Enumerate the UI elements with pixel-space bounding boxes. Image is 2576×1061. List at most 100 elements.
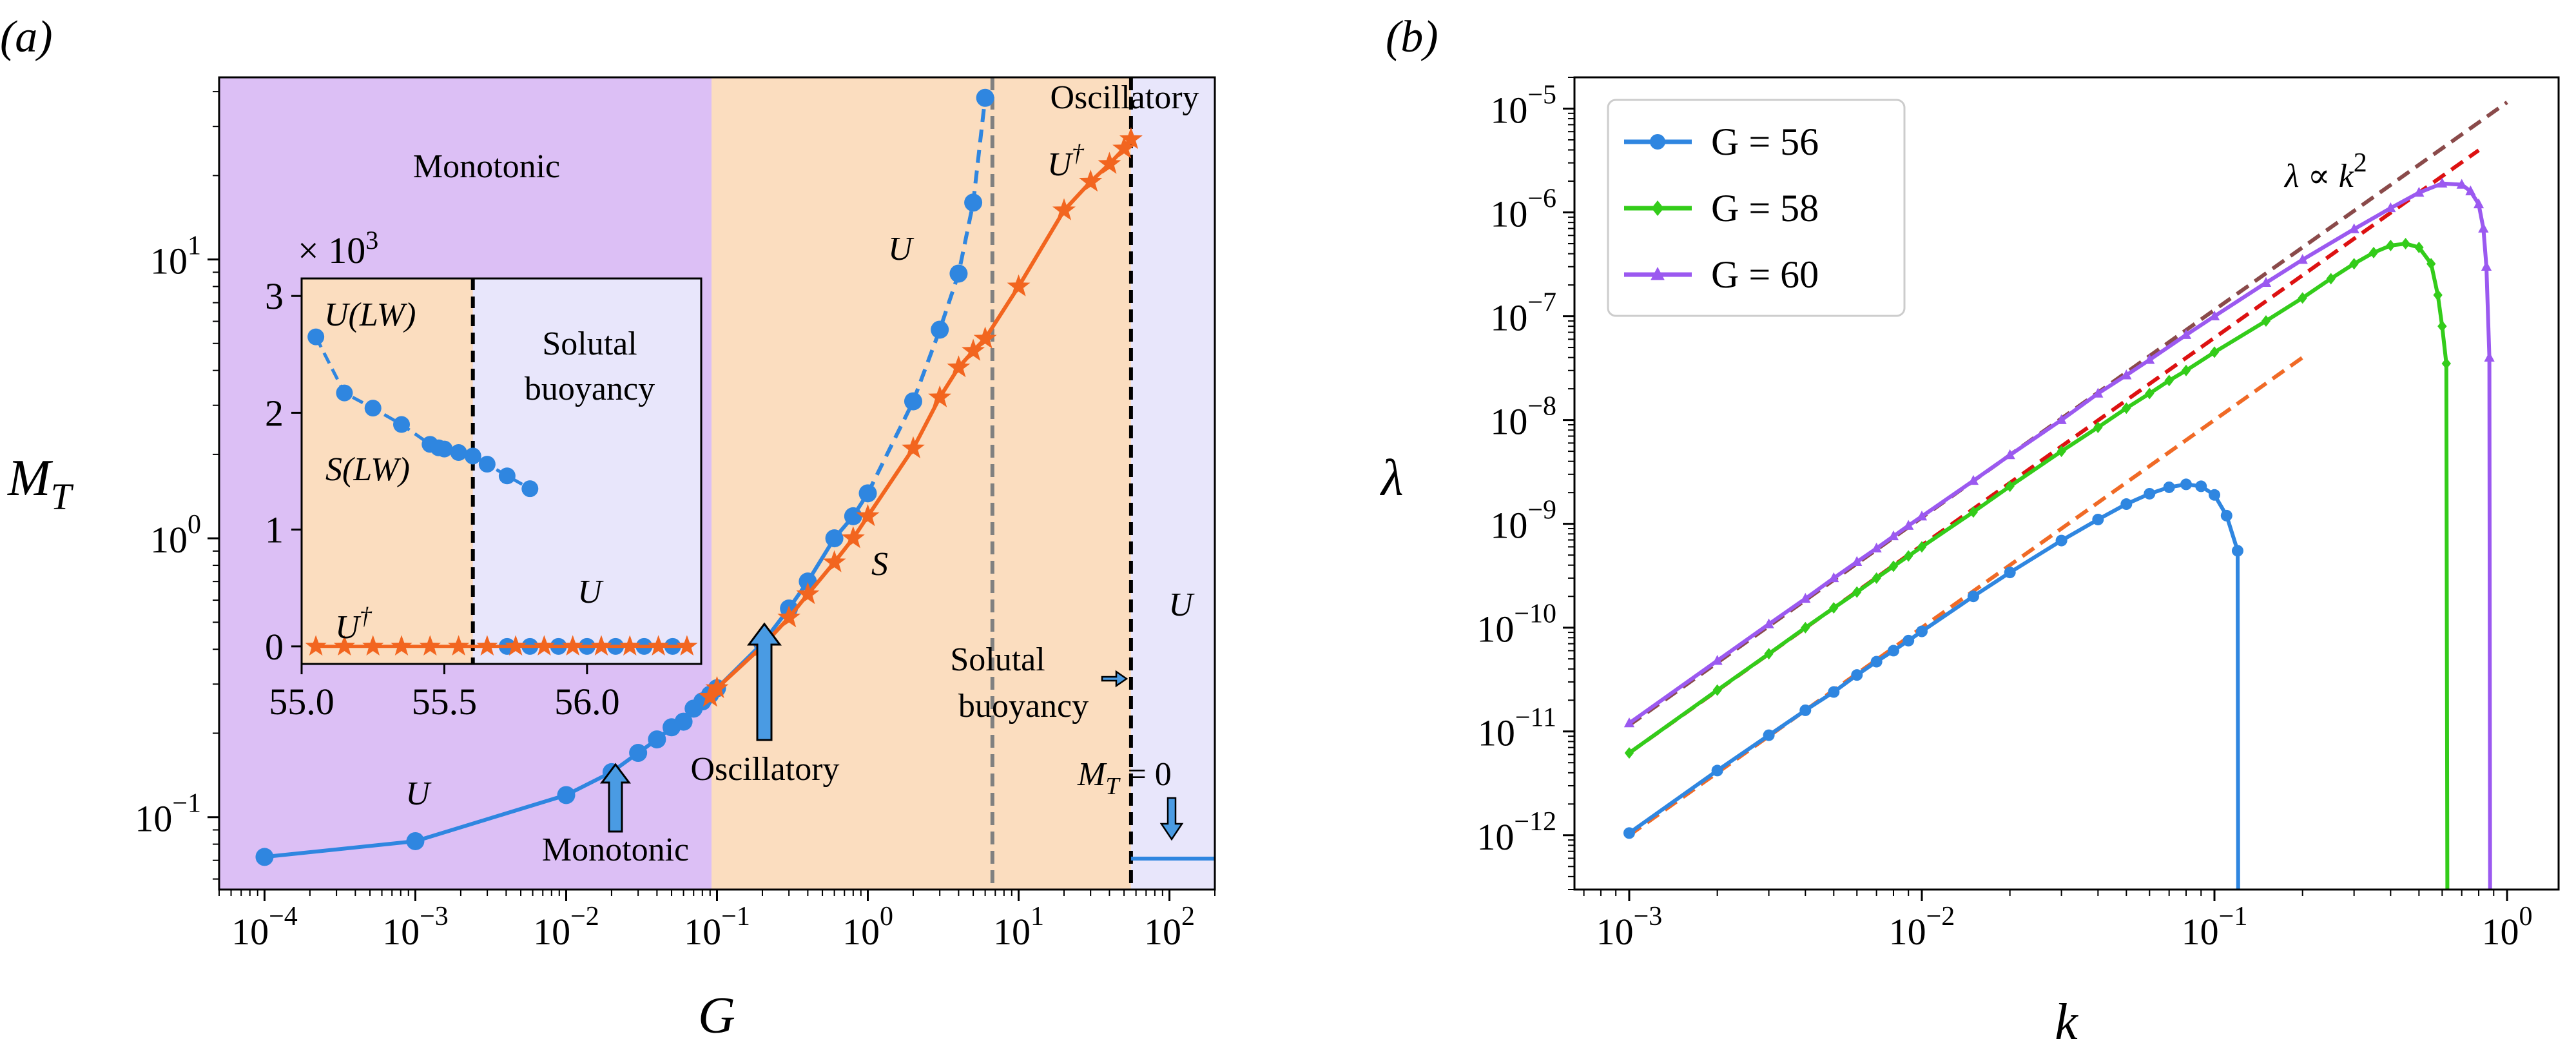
a-x-tick-label: 10−3 xyxy=(382,902,449,953)
legend-marker-2 xyxy=(1651,267,1665,280)
series-line-1 xyxy=(1628,241,2450,890)
series-point-1 xyxy=(1712,684,1722,696)
legend-marker-0 xyxy=(1650,134,1665,150)
series-point-0 xyxy=(2092,513,2104,525)
annotation-solutal-1: Solutal xyxy=(950,641,1045,678)
b-x-tick-label: 10−2 xyxy=(1889,902,1955,953)
series-point-1 xyxy=(2386,239,2396,251)
arrow-monotonic xyxy=(600,763,631,833)
b-x-tick-label: 100 xyxy=(2482,902,2533,953)
series-s-point xyxy=(705,676,729,698)
series-point-2 xyxy=(1712,655,1723,665)
series-point-2 xyxy=(2180,329,2192,339)
series-s-point xyxy=(856,504,880,527)
a-x-tick-label: 100 xyxy=(842,902,893,953)
a-x-tick-label: 102 xyxy=(1144,902,1195,953)
main-series xyxy=(255,88,1215,866)
series-u-point xyxy=(406,832,425,850)
series-point-0 xyxy=(2180,478,2193,491)
legend-label-g58: G = 58 xyxy=(1711,187,1819,229)
series-point-1 xyxy=(2368,246,2379,258)
inset-series-point xyxy=(476,635,498,656)
b-y-tick-label: 10−12 xyxy=(1477,807,1556,858)
annotation-u-mid: U xyxy=(888,231,915,268)
b-y-tick-label: 10−5 xyxy=(1490,80,1556,131)
series-point-1 xyxy=(2441,357,2451,369)
legend-items xyxy=(1624,134,1692,280)
series-point-2 xyxy=(2004,449,2015,460)
series-point-0 xyxy=(1763,729,1775,741)
series-point-2 xyxy=(1888,530,1899,541)
series-point-1 xyxy=(2349,258,2359,270)
series-point-1 xyxy=(1764,648,1774,660)
a-x-tick-label: 10−1 xyxy=(684,902,750,953)
series-point-2 xyxy=(1800,592,1811,603)
series-s-point xyxy=(777,605,801,628)
legend-label-g60: G = 60 xyxy=(1711,253,1819,296)
series-point-0 xyxy=(1887,645,1899,657)
x-axis-title-b: k xyxy=(2055,994,2078,1051)
series-u-point xyxy=(825,529,844,548)
b-y-tick-label: 10−8 xyxy=(1490,392,1556,443)
legend-marker-1 xyxy=(1651,200,1664,216)
inset-annotation-s-lw: S(LW) xyxy=(325,451,410,488)
region-divider-lines xyxy=(990,77,1133,890)
b-y-tick-label: 10−7 xyxy=(1490,288,1556,339)
annotation-u-right: U xyxy=(1168,587,1195,623)
inset-series-point xyxy=(436,440,453,458)
series-u-point xyxy=(629,744,648,763)
inset-series-point xyxy=(391,635,412,656)
series-point-0 xyxy=(2163,481,2175,493)
series-point-1 xyxy=(1917,541,1927,553)
series-point-1 xyxy=(2261,315,2271,327)
series-point-1 xyxy=(2426,258,2436,270)
inset-series-point xyxy=(464,447,481,465)
series-point-0 xyxy=(2220,509,2232,521)
inset-chart: 55.0 55.5 56.0 0 1 2 3 × 103 U(LW) S(LW) Solut… xyxy=(265,226,702,723)
y-axis-title-b: λ xyxy=(1380,450,1404,507)
series-point-0 xyxy=(2209,489,2221,501)
inset-x-tick-label: 55.0 xyxy=(269,681,334,723)
series-point-2 xyxy=(2473,198,2484,209)
panel-label-b: (b) xyxy=(1386,12,1438,62)
annotation-lambda-k2: λ ∝ k2 xyxy=(2283,148,2367,195)
b-x-tick-label: 10−3 xyxy=(1596,902,1663,953)
y-axis-title-a: MT xyxy=(7,450,74,518)
panel-b: 10−3 10−2 10−1 100 10−12 10−11 10−10 10−9 10−8 10… xyxy=(1380,12,2560,1051)
series-point-0 xyxy=(1711,764,1723,777)
series-point-2 xyxy=(2144,354,2155,364)
inset-series-point xyxy=(478,456,496,473)
inset-x-tick-label: 55.5 xyxy=(412,681,478,723)
a-y-tick-label: 100 xyxy=(150,510,201,561)
series-point-2 xyxy=(1623,717,1635,728)
inset-series-point xyxy=(562,635,584,656)
series-s-point xyxy=(1098,151,1121,174)
series-point-0 xyxy=(1915,625,1928,638)
series-point-1 xyxy=(1872,572,1881,584)
a-x-tick-label: 101 xyxy=(993,902,1044,953)
series-point-2 xyxy=(1763,618,1774,628)
legend-box xyxy=(1607,99,1906,317)
legend: G = 56 G = 58 G = 60 xyxy=(1607,99,1906,317)
series-s-point xyxy=(1112,136,1136,159)
inset-series-point xyxy=(533,635,556,656)
series-u-point xyxy=(844,507,862,525)
inset-series-point xyxy=(362,635,384,656)
series-point-0 xyxy=(1903,634,1915,647)
series-point-0 xyxy=(1967,590,1979,603)
inset-annotation-u-lw: U(LW) xyxy=(324,297,416,333)
panel-b-frame xyxy=(1573,76,2560,891)
series-point-1 xyxy=(2164,375,2174,387)
series-point-0 xyxy=(1799,704,1812,716)
series-point-2 xyxy=(2093,387,2104,398)
series-s-point xyxy=(1119,127,1143,150)
series-point-0 xyxy=(2144,487,2156,500)
inset-ticks: 55.0 55.5 56.0 0 1 2 3 xyxy=(265,275,620,723)
series-u-point xyxy=(557,786,576,804)
series-s-point xyxy=(947,355,971,378)
series-point-2 xyxy=(2260,277,2272,287)
b-y-tick-label: 10−6 xyxy=(1490,184,1556,235)
series-point-1 xyxy=(2122,402,2131,414)
panel-a: 55.0 55.5 56.0 0 1 2 3 × 103 U(LW) S(LW) Solut… xyxy=(0,12,1216,1044)
